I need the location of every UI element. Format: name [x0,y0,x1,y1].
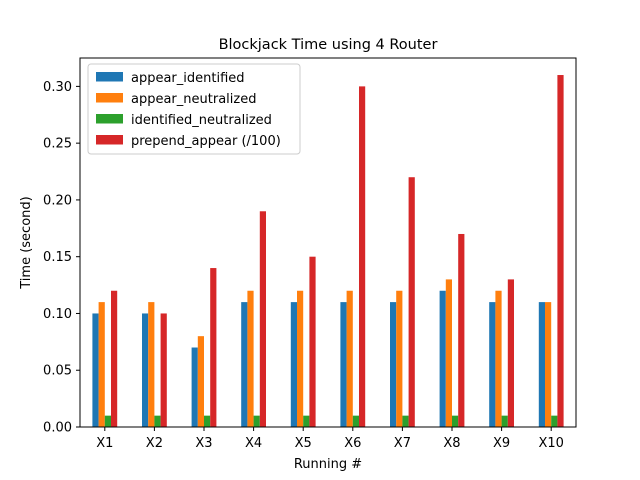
x-tick-label: X5 [295,436,312,451]
bar-appear-neutralized-x9 [495,290,502,427]
y-tick-label: 0.00 [43,421,72,436]
bar-appear-identified-x3 [191,347,198,427]
bar-prepend-appear-100-x2 [160,313,167,427]
legend-label: appear_neutralized [131,92,256,107]
bar-appear-neutralized-x7 [396,290,403,427]
bar-appear-neutralized-x4 [247,290,254,427]
legend-swatch [96,72,123,82]
x-axis: X1 X2 X3 X4 X5 X6 X7 X8 X9 X10 [96,427,564,451]
x-tick-label: X8 [443,436,460,451]
bar-identified-neutralized-x4 [253,415,260,427]
x-tick-label: X6 [344,436,361,451]
legend-label: appear_identified [131,71,245,86]
bar-identified-neutralized-x2 [154,415,161,427]
bar-prepend-appear-100-x9 [507,279,514,427]
x-tick-label: X7 [394,436,411,451]
bar-identified-neutralized-x9 [501,415,508,427]
y-tick-label: 0.05 [43,364,72,379]
bar-prepend-appear-100-x6 [359,86,366,427]
legend-swatch [96,135,123,145]
bar-identified-neutralized-x7 [402,415,409,427]
bar-prepend-appear-100-x8 [458,233,465,427]
bar-prepend-appear-100-x10 [557,75,564,427]
legend: appear_identified appear_neutralizedident… [87,63,301,155]
bar-prepend-appear-100-x3 [210,268,217,427]
y-tick-label: 0.30 [43,80,72,95]
bars-layer [92,75,564,427]
x-tick-label: X2 [146,436,163,451]
y-axis: 0.00 0.05 0.10 0.15 0.20 0.25 0.30 [43,80,80,436]
bar-appear-identified-x2 [142,313,149,427]
bar-appear-identified-x4 [241,302,248,427]
bar-prepend-appear-100-x1 [111,290,118,427]
bar-appear-neutralized-x10 [545,302,552,427]
bar-appear-identified-x8 [439,290,446,427]
bar-identified-neutralized-x3 [204,415,211,427]
x-tick-label: X1 [96,436,113,451]
x-axis-label: Running # [294,457,362,472]
plot-frame [79,57,577,428]
y-tick-label: 0.10 [43,307,72,322]
bar-appear-neutralized-x5 [297,290,304,427]
x-tick-label: X10 [538,436,563,451]
y-tick-label: 0.25 [43,137,72,152]
legend-label: prepend_appear (/100) [131,134,281,149]
bar-identified-neutralized-x8 [452,415,459,427]
bar-identified-neutralized-x5 [303,415,310,427]
bar-appear-identified-x7 [390,302,397,427]
legend-swatch [96,93,123,103]
chart-title: Blockjack Time using 4 Router [219,37,438,53]
bar-appear-identified-x1 [92,313,99,427]
bar-appear-neutralized-x8 [445,279,452,427]
x-tick-label: X3 [195,436,212,451]
bar-appear-neutralized-x1 [98,302,105,427]
y-tick-label: 0.15 [43,250,72,265]
bar-prepend-appear-100-x5 [309,256,316,427]
bar-appear-neutralized-x6 [346,290,353,427]
bar-appear-identified-x6 [340,302,347,427]
y-tick-label: 0.20 [43,193,72,208]
bar-appear-neutralized-x2 [148,302,155,427]
bar-appear-identified-x10 [538,302,545,427]
legend-box [87,63,301,155]
x-tick-label: X9 [493,436,510,451]
legend-label: identified_neutralized [131,113,272,128]
legend-swatch [96,114,123,124]
bar-appear-identified-x9 [489,302,496,427]
bar-prepend-appear-100-x4 [259,211,266,427]
y-axis-label: Time (second) [19,196,34,289]
bar-identified-neutralized-x10 [551,415,558,427]
x-tick-label: X4 [245,436,262,451]
bar-appear-identified-x5 [290,302,297,427]
bar-identified-neutralized-x1 [104,415,111,427]
bar-appear-neutralized-x3 [197,336,204,427]
bar-identified-neutralized-x6 [352,415,359,427]
bar-prepend-appear-100-x7 [408,177,415,427]
